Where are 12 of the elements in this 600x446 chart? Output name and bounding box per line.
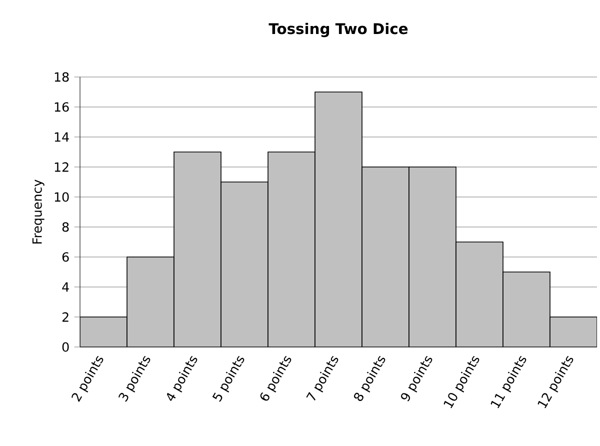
y-tick-label: 0 (62, 342, 69, 352)
y-tick-label: 6 (62, 252, 69, 262)
y-tick-label: 8 (62, 222, 69, 232)
chart-title: Tossing Two Dice (268, 22, 408, 38)
y-tick-label: 4 (62, 282, 69, 292)
y-tick-label: 2 (62, 312, 68, 322)
y-axis-title: Frequency (32, 180, 44, 244)
y-tick-label: 10 (54, 192, 69, 202)
y-tick-label: 14 (54, 132, 69, 142)
y-tick-label: 18 (54, 72, 69, 82)
y-tick-label: 16 (54, 102, 69, 112)
y-tick-label: 12 (54, 162, 68, 172)
